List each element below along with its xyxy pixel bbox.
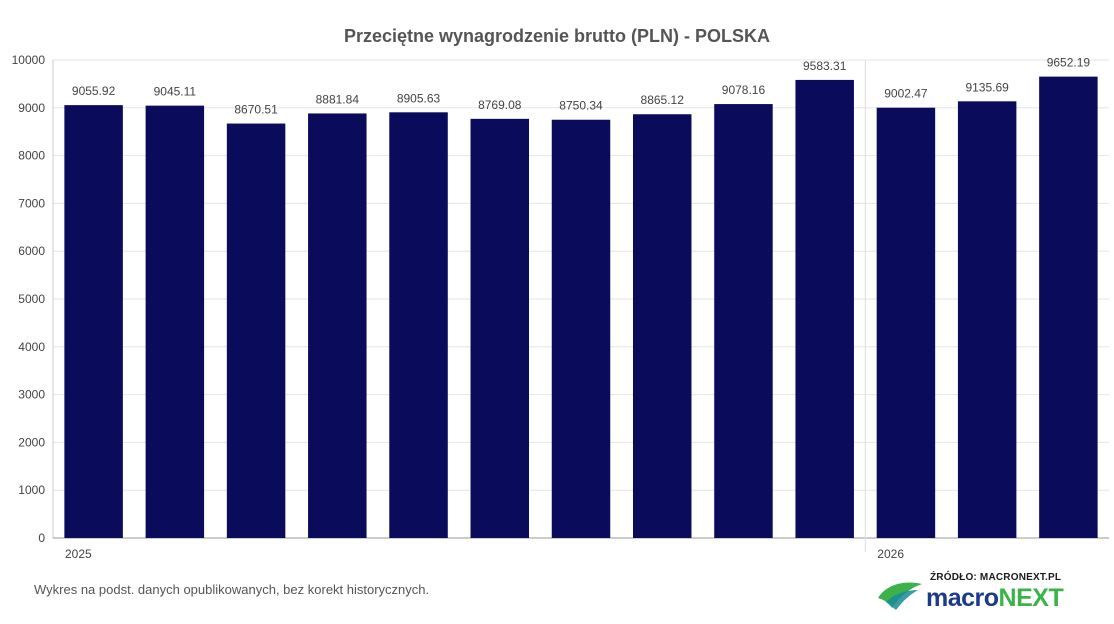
y-tick-label: 7000: [18, 196, 45, 210]
data-label: 9055.92: [72, 84, 116, 98]
logo-source-text: ŹRÓDŁO: MACRONEXT.PL: [930, 572, 1062, 583]
bar: [145, 105, 205, 539]
data-label: 8670.51: [234, 103, 278, 117]
logo-wordmark-macro: macro: [926, 584, 999, 612]
data-label: 9045.11: [154, 85, 197, 99]
bar: [632, 114, 692, 539]
y-tick-label: 8000: [18, 149, 45, 163]
bar: [957, 101, 1017, 538]
data-label: 8769.08: [478, 98, 522, 112]
logo-wordmark: macroNEXT: [926, 584, 1064, 612]
chart-title: Przeciętne wynagrodzenie brutto (PLN) - …: [343, 26, 771, 46]
year-label: 2026: [877, 547, 904, 561]
y-tick-label: 0: [38, 531, 45, 545]
bar: [226, 123, 286, 538]
data-label: 9583.31: [803, 59, 847, 73]
bar: [389, 112, 448, 538]
logo-leaf-icon: [878, 582, 922, 610]
year-label: 2025: [65, 547, 92, 561]
y-tick-label: 5000: [18, 292, 45, 306]
data-label: 8905.63: [397, 91, 441, 105]
data-label: 8865.12: [641, 93, 685, 107]
y-tick-label: 2000: [18, 435, 45, 449]
y-tick-label: 1000: [18, 483, 45, 497]
data-label: 9652.19: [1047, 56, 1091, 70]
bar: [795, 79, 854, 538]
bar: [551, 119, 611, 538]
bar: [714, 104, 773, 538]
data-label: 8750.34: [559, 99, 603, 113]
data-label: 9002.47: [884, 87, 928, 101]
y-tick-label: 3000: [18, 388, 45, 402]
data-label: 8881.84: [316, 92, 360, 106]
logo-wordmark-next: NEXT: [998, 584, 1064, 612]
y-tick-label: 6000: [18, 244, 45, 258]
bar: [308, 113, 367, 538]
footnote: Wykres na podst. danych opublikowanych, …: [34, 582, 430, 597]
bar: [876, 107, 936, 538]
bar: [1039, 76, 1098, 539]
y-tick-label: 4000: [18, 340, 45, 354]
y-tick-label: 9000: [18, 101, 45, 115]
data-label: 9135.69: [965, 80, 1009, 94]
bar: [470, 118, 530, 538]
bar-chart: 0 1000 2000 3000 4000 5000 6000 7000 8000 9000 100…: [12, 53, 1109, 561]
data-label: 9078.16: [722, 83, 766, 97]
y-tick-label: 10000: [12, 53, 46, 67]
macronext-logo: ŹRÓDŁO: MACRONEXT.PL macroNEXT: [876, 570, 1066, 616]
bar: [64, 105, 123, 539]
